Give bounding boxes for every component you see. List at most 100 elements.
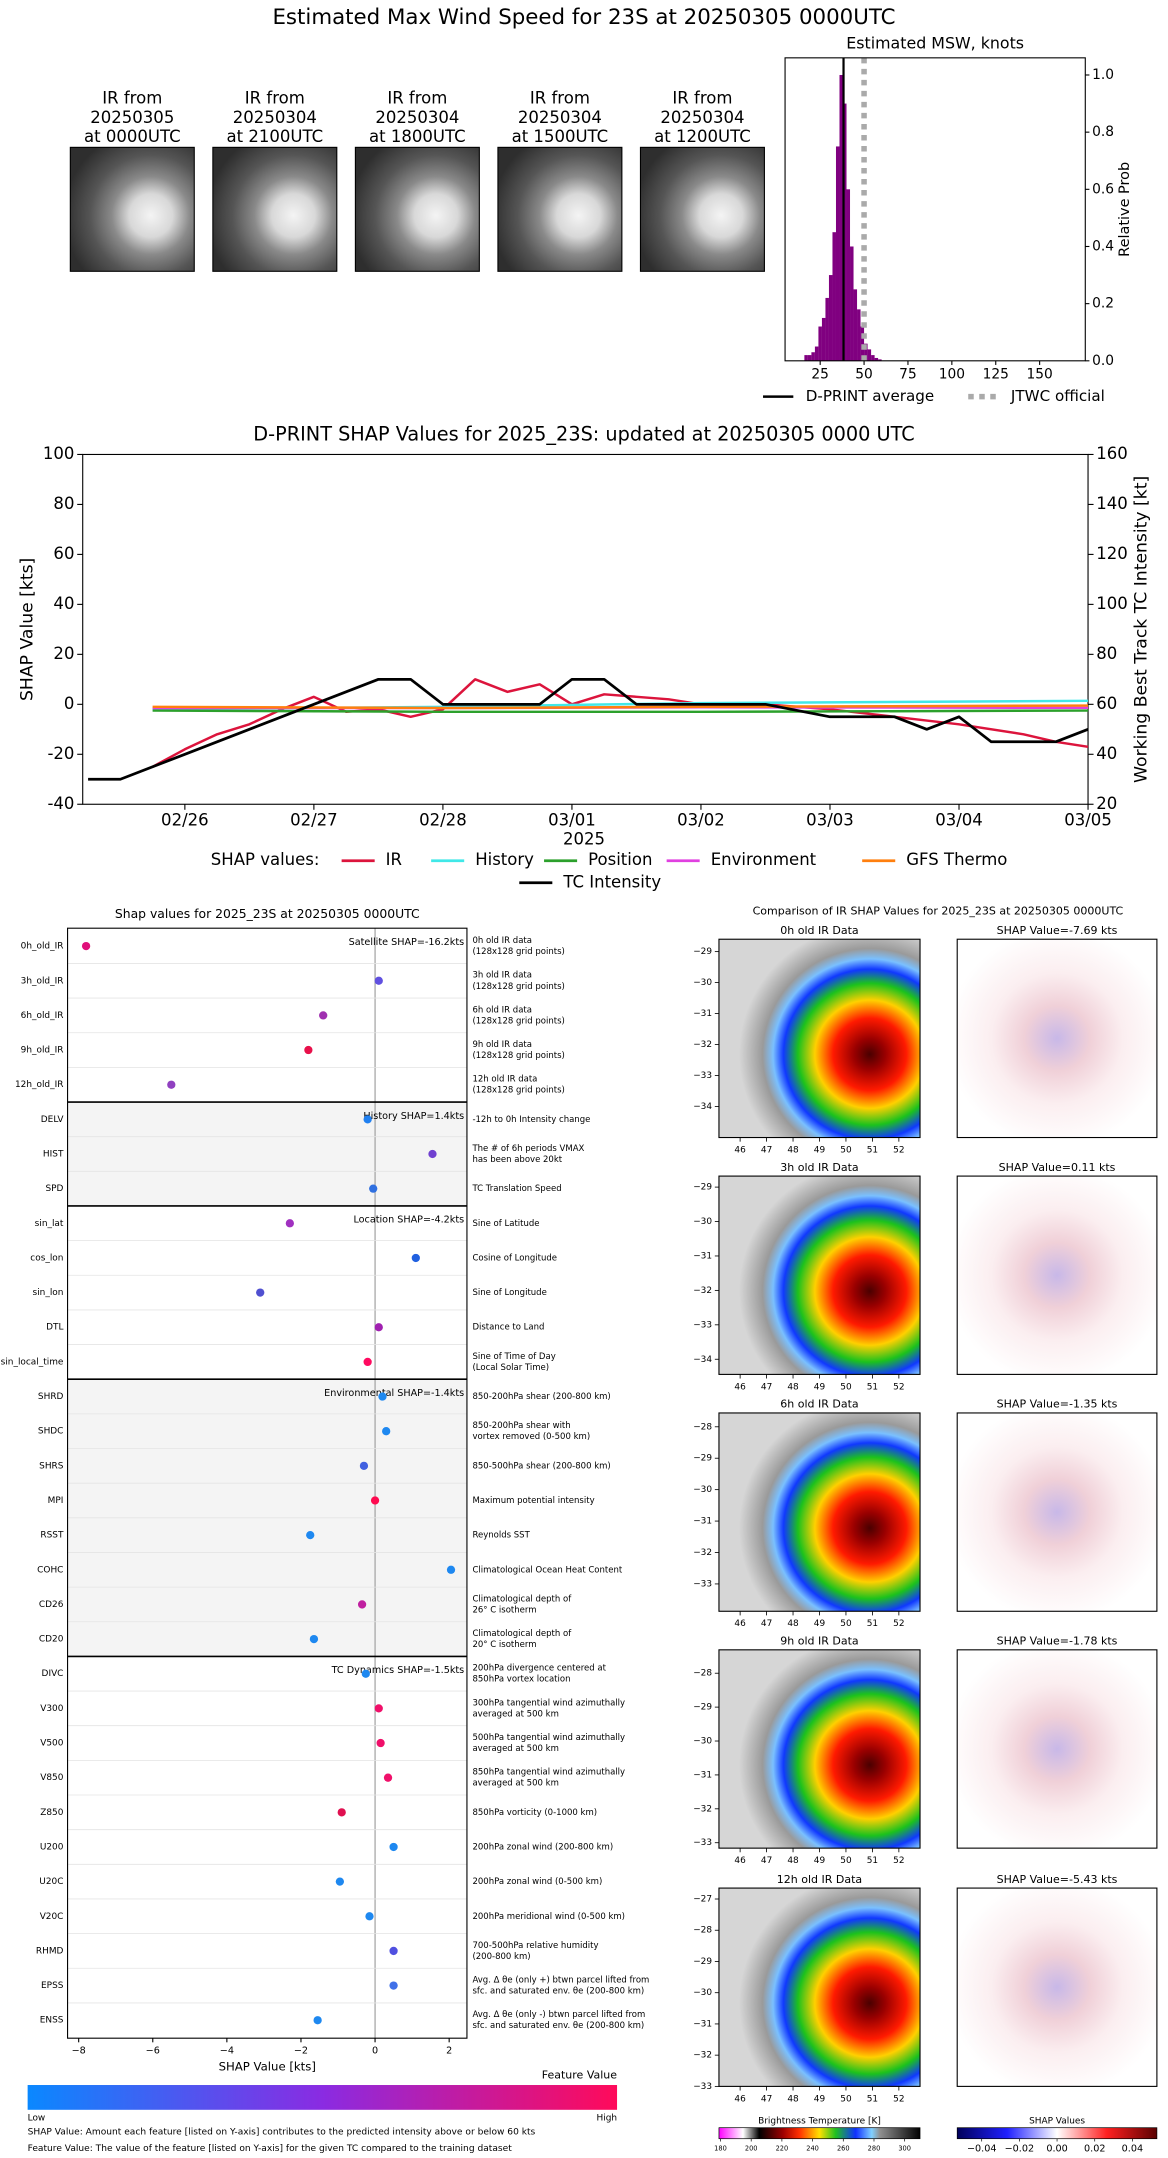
ir-panel-title: 3h old IR Data xyxy=(780,1161,858,1174)
feature-description: 850hPa vortex location xyxy=(472,1675,570,1685)
colorbar xyxy=(718,2127,921,2140)
y-tick-label: −30 xyxy=(693,1737,712,1747)
histogram-bar xyxy=(874,357,879,361)
legend-label: IR xyxy=(386,850,402,869)
y-axis-label: SHAP Value [kts] xyxy=(18,558,38,701)
y2-tick-label: 20 xyxy=(1096,794,1117,813)
legend-label: JTWC official xyxy=(1010,387,1105,405)
y-tick-label: −31 xyxy=(693,2019,712,2029)
shap-dot xyxy=(374,1704,383,1713)
histogram-bar xyxy=(832,232,836,361)
ir-image xyxy=(718,1649,921,1849)
y2-tick-label: 40 xyxy=(1096,744,1117,763)
feature-description: Avg. Δ θe (only -) btwn parcel lifted fr… xyxy=(472,2010,645,2020)
shap-dot xyxy=(376,1738,385,1748)
feature-name: ENSS xyxy=(40,2016,64,2026)
footnote: Feature Value: The value of the feature … xyxy=(28,2144,513,2154)
y-tick-label: −33 xyxy=(693,1579,712,1589)
feature-description: 850-500hPa shear (200-800 km) xyxy=(472,1461,610,1471)
feature-description: 300hPa tangential wind azimuthally xyxy=(472,1698,625,1708)
x-tick-label: 03/03 xyxy=(806,810,854,829)
y-tick-label: −29 xyxy=(693,947,712,957)
ir-image xyxy=(718,1412,921,1612)
feature-description: TC Translation Speed xyxy=(471,1184,561,1194)
colorbar-tick-label: 200 xyxy=(745,2144,758,2152)
y-tick-label: −32 xyxy=(693,2051,712,2061)
x-tick-label: 51 xyxy=(867,1619,878,1629)
shap-image xyxy=(956,938,1158,1139)
colorbar-tick-label: 0.02 xyxy=(1084,2143,1105,2154)
colorbar-tick-label: 0.04 xyxy=(1122,2143,1143,2154)
y2-tick-label: 100 xyxy=(1096,594,1128,613)
feature-description: 6h old IR data xyxy=(472,1005,532,1015)
ir-panel-title: 9h old IR Data xyxy=(780,1635,858,1648)
x-tick-label: 02/28 xyxy=(419,810,467,829)
histogram-bar xyxy=(811,352,815,361)
shap-dot xyxy=(365,1912,374,1921)
feature-description: 9h old IR data xyxy=(472,1040,532,1050)
x-tick-label: 47 xyxy=(761,1856,772,1866)
colorbar-tick-label: 280 xyxy=(868,2144,881,2152)
x-tick-label: 52 xyxy=(893,2094,904,2104)
feature-name: sin_lon xyxy=(33,1288,64,1298)
x-tick-label: 48 xyxy=(787,2094,799,2104)
x-tick-label: 46 xyxy=(734,1382,746,1392)
feature-description: 200hPa divergence centered at xyxy=(472,1664,606,1674)
group-label: Location SHAP=-4.2kts xyxy=(353,1215,464,1226)
group-label: Satellite SHAP=-16.2kts xyxy=(349,937,465,948)
y-tick-label: −33 xyxy=(693,1838,712,1848)
colorbar-tick-label: 220 xyxy=(776,2144,789,2152)
shap-image xyxy=(956,1175,1158,1375)
legend-label: GFS Thermo xyxy=(906,850,1007,869)
feature-name: CD20 xyxy=(39,1635,64,1645)
thumbnail-label: IR from xyxy=(672,89,732,108)
y-tick-label: −33 xyxy=(693,1071,712,1081)
x-tick-label: 50 xyxy=(840,1856,852,1866)
histogram-bar xyxy=(857,309,861,361)
x-tick-label: 2 xyxy=(446,2046,452,2057)
figure-title: Estimated Max Wind Speed for 23S at 2025… xyxy=(272,5,895,30)
histogram-bar xyxy=(864,343,868,361)
feature-name: 12h_old_IR xyxy=(15,1080,63,1090)
feature-name: 9h_old_IR xyxy=(21,1046,64,1056)
feature-description: Sine of Longitude xyxy=(472,1288,546,1298)
colorbar-low: Low xyxy=(28,2114,46,2124)
feature-colorbar xyxy=(27,2085,618,2110)
shap-panel-title: SHAP Value=-7.69 kts xyxy=(997,924,1118,937)
colorbar-label: Feature Value xyxy=(542,2068,618,2081)
histogram-bar xyxy=(850,246,854,361)
thumbnail-label: at 2100UTC xyxy=(227,127,324,146)
group-band xyxy=(67,1102,467,1206)
legend-label: History xyxy=(475,850,534,869)
legend-title: SHAP values: xyxy=(211,850,320,869)
y-tick-label: 0 xyxy=(64,694,75,713)
x-tick-label: 46 xyxy=(734,2094,746,2104)
y-tick-label: 0.6 xyxy=(1092,181,1114,197)
feature-description: The # of 6h periods VMAX xyxy=(471,1144,584,1154)
feature-description: (128x128 grid points) xyxy=(472,982,564,992)
feature-description: (128x128 grid points) xyxy=(472,947,564,957)
histogram-bar xyxy=(839,74,844,361)
y-tick-label: 0.2 xyxy=(1092,296,1114,312)
x-tick-label: 51 xyxy=(867,2094,878,2104)
shap-dot xyxy=(357,1600,367,1609)
ir-thumbnail xyxy=(212,146,338,272)
histogram-bar xyxy=(807,355,812,361)
x-tick-label: −6 xyxy=(146,2046,160,2057)
shap-panel-title: SHAP Value=0.11 kts xyxy=(999,1161,1116,1174)
x-tick-label: −8 xyxy=(72,2046,86,2057)
x-tick-label: 47 xyxy=(761,1145,772,1155)
x-tick-label: −2 xyxy=(294,2046,308,2057)
ir-panel-title: 6h old IR Data xyxy=(780,1398,858,1411)
feature-description: sfc. and saturated env. θe (200-800 km) xyxy=(472,2021,644,2031)
x-tick-label: 48 xyxy=(787,1145,799,1155)
shap-dot xyxy=(389,1842,398,1852)
feature-name: cos_lon xyxy=(30,1253,63,1263)
feature-name: U200 xyxy=(40,1842,64,1852)
colorbar-label: Brightness Temperature [K] xyxy=(758,2116,881,2126)
x-tick-label: 48 xyxy=(787,1382,799,1392)
thumbnail-label: 20250304 xyxy=(375,108,459,127)
y-tick-label: −34 xyxy=(693,1102,712,1112)
shap-dot xyxy=(313,2016,322,2025)
